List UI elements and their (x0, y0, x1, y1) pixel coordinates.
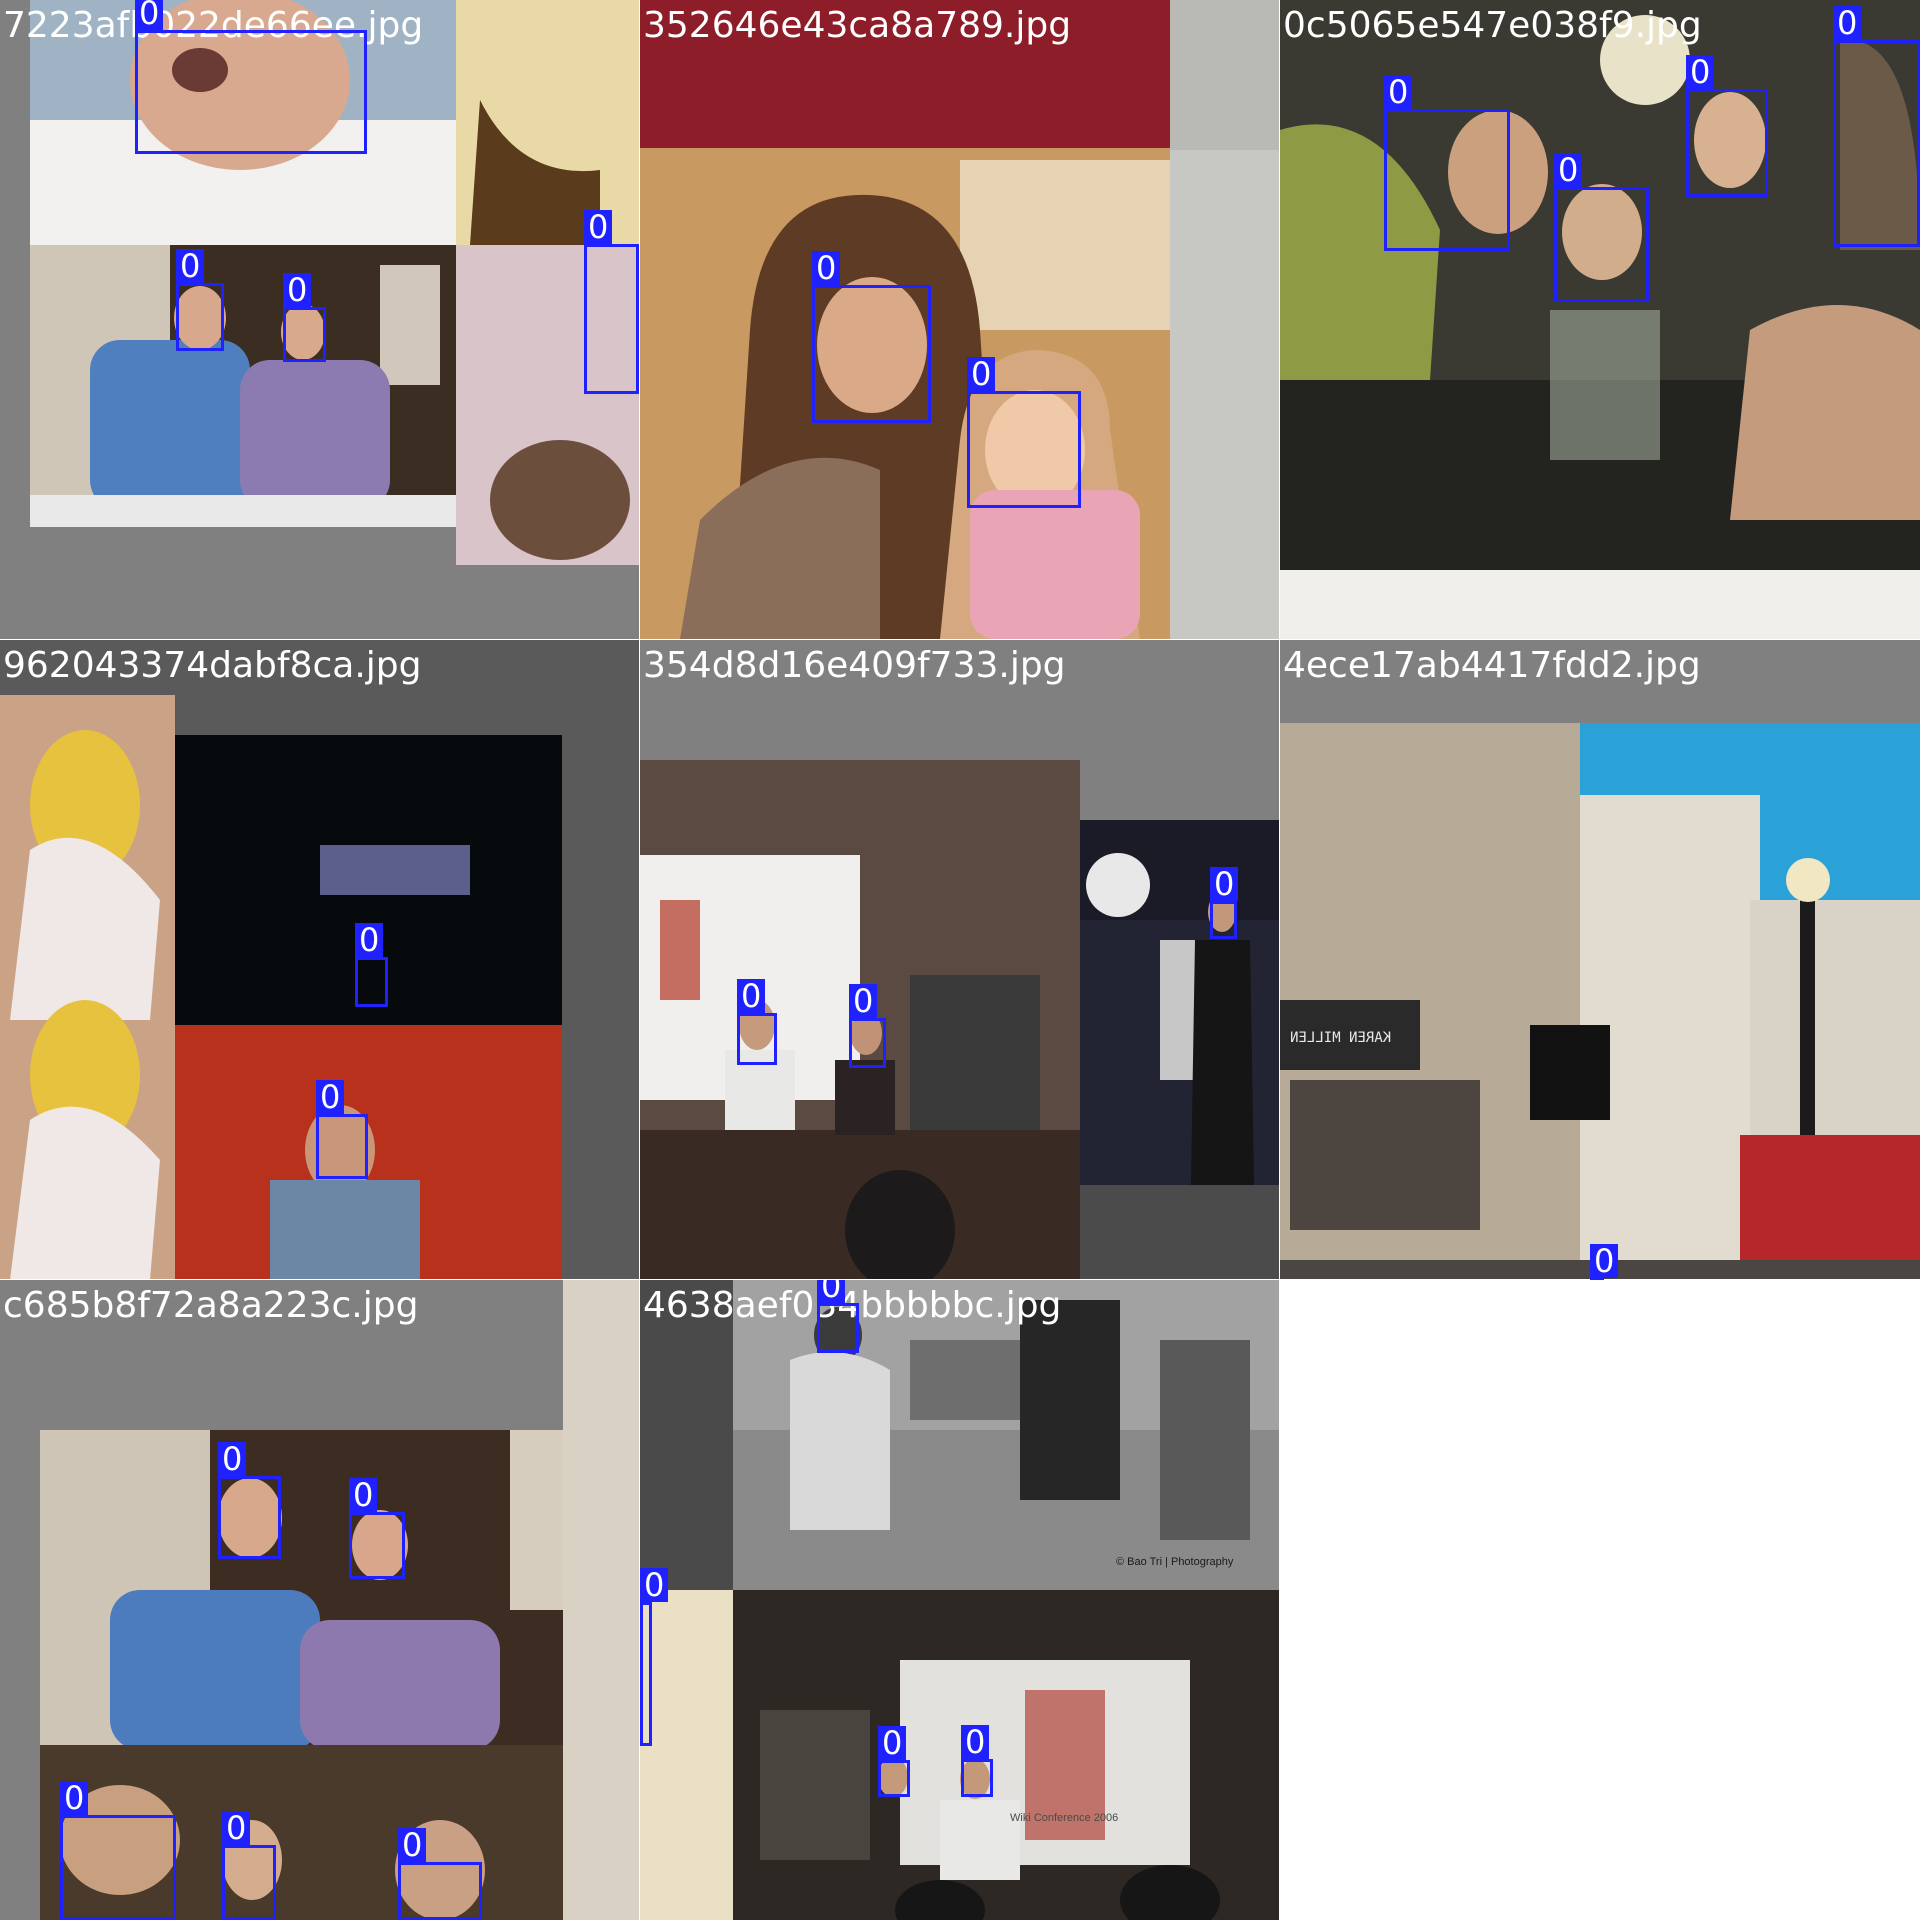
detection-box: 0 (60, 1781, 176, 1920)
detection-box: 0 (1686, 55, 1768, 197)
tile-filename: 352646e43ca8a789.jpg (643, 5, 1072, 46)
mosaic-tile-8: 4638aef034bbbbbc.jpg 0 0 0 0 (640, 1280, 1279, 1920)
class-label: 0 (60, 1781, 89, 1815)
class-label: 0 (584, 210, 613, 244)
detection-box: 0 (640, 1568, 669, 1746)
detection-box: 0 (1590, 1244, 1619, 1280)
detection-box: 0 (349, 1478, 405, 1579)
class-label: 0 (355, 923, 384, 957)
mosaic-tile-4: 962043374dabf8ca.jpg 0 0 (0, 640, 639, 1280)
tile-filename: 962043374dabf8ca.jpg (3, 645, 422, 686)
tile-8-photo (640, 1280, 1279, 1920)
class-label: 0 (1833, 6, 1862, 40)
detection-box: 0 (1833, 6, 1920, 247)
class-label: 0 (849, 984, 878, 1018)
detection-box: 0 (355, 923, 388, 1007)
grid-divider (639, 0, 640, 1920)
detection-box: 0 (283, 273, 326, 362)
class-label: 0 (967, 357, 996, 391)
tile-filename: 354d8d16e409f733.jpg (643, 645, 1066, 686)
photo-credit-text: © Bao Tri | Photography (1116, 1556, 1234, 1568)
class-label: 0 (640, 1568, 669, 1602)
tile-filename: 0c5065e547e038f9.jpg (1283, 5, 1702, 46)
tile-6-photo (1280, 723, 1920, 1280)
grid-divider (1279, 0, 1280, 1280)
class-label: 0 (135, 0, 164, 30)
tile-2-photo (640, 0, 1279, 639)
mosaic-tile-7: c685b8f72a8a223c.jpg 0 0 0 0 0 (0, 1280, 639, 1920)
detection-box: 0 (398, 1828, 482, 1920)
class-label: 0 (222, 1811, 251, 1845)
grid-divider (0, 639, 1920, 640)
class-label: 0 (349, 1478, 378, 1512)
class-label: 0 (737, 979, 766, 1013)
detection-box: 0 (316, 1080, 368, 1179)
class-label: 0 (1384, 75, 1413, 109)
mosaic-tile-2: 352646e43ca8a789.jpg 0 0 (640, 0, 1279, 639)
detection-box: 0 (967, 357, 1081, 508)
class-label: 0 (1686, 55, 1715, 89)
class-label: 0 (176, 249, 205, 283)
class-label: 0 (218, 1442, 247, 1476)
detection-box: 0 (584, 210, 639, 394)
detection-box: 0 (1554, 153, 1649, 302)
tile-7-photo (40, 1280, 639, 1920)
tile-filename: 4ece17ab4417fdd2.jpg (1283, 645, 1701, 686)
detection-box: 0 (135, 0, 367, 154)
store-sign-text: KAREN MILLEN (1290, 1030, 1392, 1046)
class-label: 0 (812, 251, 841, 285)
detection-box: 0 (817, 1280, 859, 1353)
class-label: 0 (817, 1280, 846, 1303)
tile-5-photo (640, 760, 1279, 1280)
detection-box: 0 (176, 249, 224, 351)
class-label: 0 (878, 1726, 907, 1760)
class-label: 0 (1554, 153, 1583, 187)
tile-filename: 7223afb022de66ee.jpg (3, 5, 424, 46)
detection-box: 0 (218, 1442, 281, 1559)
detection-box: 0 (737, 979, 777, 1065)
detection-box: 0 (1210, 867, 1239, 939)
tile-1-photo (30, 0, 639, 565)
class-label: 0 (398, 1828, 427, 1862)
class-label: 0 (316, 1080, 345, 1114)
mosaic-tile-3: 0c5065e547e038f9.jpg 0 0 0 0 (1280, 0, 1920, 639)
tile-filename: c685b8f72a8a223c.jpg (3, 1285, 419, 1326)
detection-box: 0 (849, 984, 886, 1068)
mosaic-tile-1: 7223afb022de66ee.jpg 0 0 0 0 (0, 0, 639, 639)
detection-box: 0 (878, 1726, 910, 1797)
mosaic-tile-6: 4ece17ab4417fdd2.jpg 0 (1280, 640, 1920, 1280)
class-label: 0 (1210, 867, 1239, 901)
tile-4-photo (0, 640, 639, 1280)
grid-divider (0, 1279, 1920, 1280)
detection-box: 0 (222, 1811, 276, 1920)
mosaic-tile-5: 354d8d16e409f733.jpg 0 0 0 (640, 640, 1279, 1280)
screen-caption-text: Wiki Conference 2006 (1010, 1812, 1119, 1824)
class-label: 0 (1590, 1244, 1619, 1278)
class-label: 0 (283, 273, 312, 307)
detection-box: 0 (1384, 75, 1510, 251)
detection-box: 0 (812, 251, 931, 423)
class-label: 0 (961, 1725, 990, 1759)
tile-3-photo (1280, 0, 1920, 639)
detection-box: 0 (961, 1725, 993, 1797)
